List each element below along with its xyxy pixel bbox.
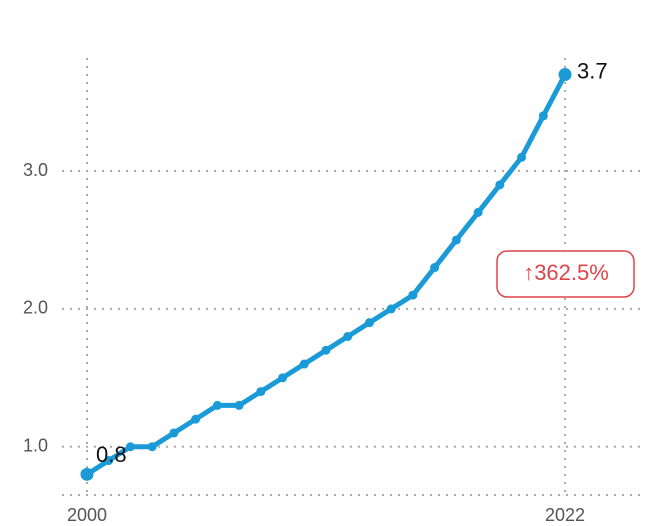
y-tick-label: 1.0 bbox=[23, 436, 48, 456]
point bbox=[234, 400, 244, 410]
annotation-box bbox=[496, 250, 635, 298]
y-tick-label: 2.0 bbox=[23, 298, 48, 318]
point bbox=[125, 442, 135, 452]
point bbox=[538, 111, 548, 121]
point bbox=[212, 400, 222, 410]
point bbox=[495, 180, 505, 190]
annotation: ↑362.5% bbox=[523, 260, 609, 285]
line bbox=[85, 73, 568, 477]
point bbox=[80, 467, 94, 481]
point bbox=[386, 304, 396, 314]
point bbox=[321, 345, 331, 355]
x-tick-label: 2000 bbox=[67, 505, 107, 525]
point bbox=[517, 152, 527, 162]
point bbox=[256, 387, 266, 397]
end-label: 3.7 bbox=[577, 58, 608, 83]
point bbox=[408, 290, 418, 300]
point bbox=[191, 414, 201, 424]
point bbox=[104, 456, 114, 466]
point bbox=[147, 442, 157, 452]
point bbox=[299, 359, 309, 369]
point bbox=[169, 428, 179, 438]
point bbox=[278, 373, 288, 383]
point bbox=[473, 207, 483, 217]
point bbox=[364, 318, 374, 328]
point bbox=[430, 263, 440, 273]
x-tick-label: 2022 bbox=[545, 505, 585, 525]
point bbox=[558, 68, 572, 82]
y-tick-label: 3.0 bbox=[23, 160, 48, 180]
end-label: 0.8 bbox=[96, 442, 127, 467]
point bbox=[451, 235, 461, 245]
point bbox=[343, 331, 353, 341]
